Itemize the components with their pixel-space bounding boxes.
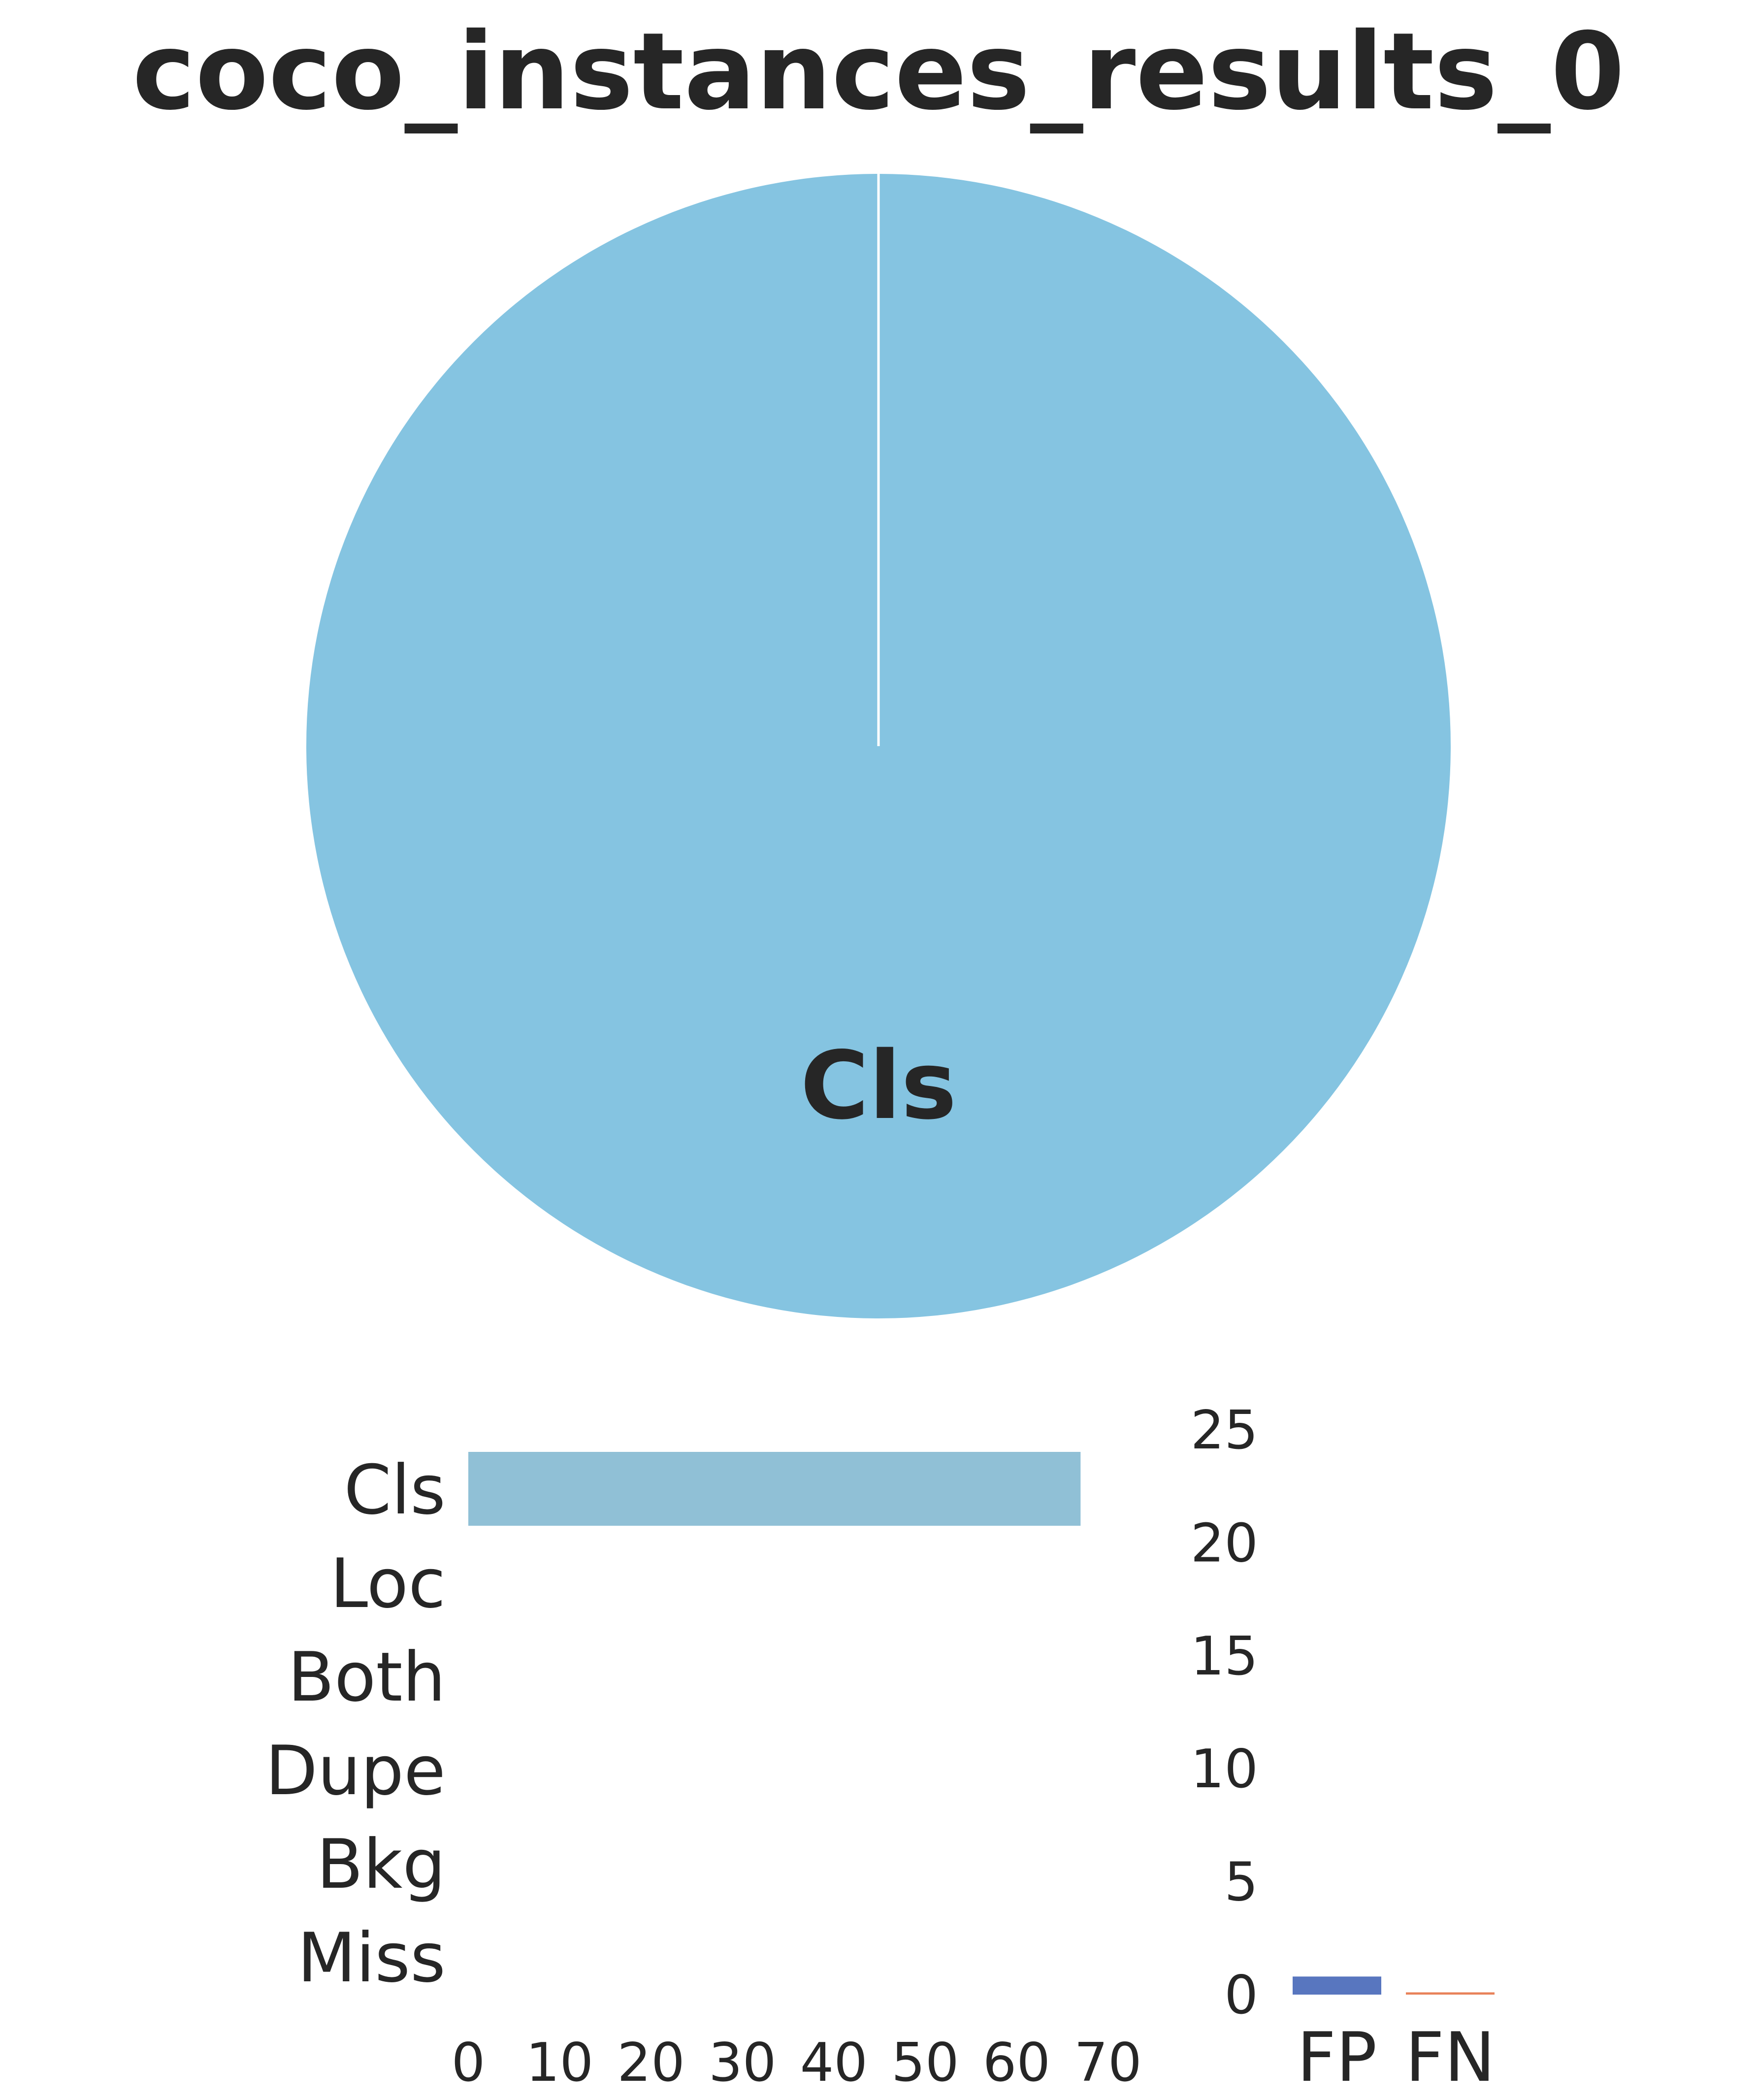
y-tick-label: 15 xyxy=(1191,1626,1258,1687)
bar-category-label-loc: Loc xyxy=(330,1544,446,1623)
y-tick-label: 0 xyxy=(1224,1965,1258,2026)
x-tick-label: 60 xyxy=(983,2032,1050,2094)
y-tick-label: 10 xyxy=(1191,1739,1258,1800)
y-tick-label: 5 xyxy=(1224,1852,1258,1913)
y-tick-label: 20 xyxy=(1191,1512,1258,1574)
y-tick-label: 25 xyxy=(1191,1400,1258,1461)
x-tick-label: 70 xyxy=(1074,2032,1141,2094)
bar-fp xyxy=(1293,1976,1381,1995)
bar-category-label-miss: Miss xyxy=(297,1918,446,1998)
bar-category-label-cls: Cls xyxy=(344,1450,446,1530)
bar-category-label-fn: FN xyxy=(1405,2018,1496,2097)
x-tick-label: 40 xyxy=(800,2032,868,2094)
bar-category-label-dupe: Dupe xyxy=(265,1731,446,1810)
chart-title: coco_instances_results_0 xyxy=(132,10,1625,133)
x-tick-label: 10 xyxy=(526,2032,593,2094)
x-tick-label: 30 xyxy=(709,2032,776,2094)
pie-chart: Cls xyxy=(306,174,1451,1318)
bar-category-label-both: Both xyxy=(288,1638,446,1717)
x-tick-label: 0 xyxy=(452,2032,486,2094)
x-tick-label: 50 xyxy=(891,2032,959,2094)
fp-fn-bar-chart: 0 5 10 15 20 25 FP FN xyxy=(1191,1400,1496,2097)
bar-category-label-bkg: Bkg xyxy=(317,1825,446,1904)
bar-fn xyxy=(1406,1992,1495,1995)
x-tick-label: 20 xyxy=(617,2032,684,2094)
bar-cls xyxy=(468,1452,1081,1526)
pie-slice-label: Cls xyxy=(800,1031,957,1140)
bar-category-label-fp: FP xyxy=(1297,2018,1377,2097)
